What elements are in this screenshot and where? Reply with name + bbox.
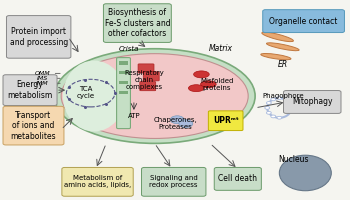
Ellipse shape (61, 54, 248, 138)
Text: Mitophagy: Mitophagy (292, 97, 332, 106)
Circle shape (271, 115, 276, 118)
FancyBboxPatch shape (3, 75, 57, 106)
FancyBboxPatch shape (214, 167, 261, 190)
FancyBboxPatch shape (284, 91, 341, 113)
Ellipse shape (63, 61, 125, 132)
Text: IMM: IMM (36, 81, 48, 86)
Text: Energy
metabolism: Energy metabolism (7, 80, 52, 100)
Text: ER: ER (278, 60, 288, 69)
Text: Respiratory
chain
complexes: Respiratory chain complexes (124, 70, 164, 90)
Text: Phagophore: Phagophore (262, 93, 304, 99)
FancyBboxPatch shape (6, 16, 71, 58)
FancyBboxPatch shape (263, 10, 344, 33)
FancyBboxPatch shape (119, 71, 128, 74)
Text: TCA
cycle: TCA cycle (76, 86, 94, 99)
Text: Protein import
and processing: Protein import and processing (9, 27, 68, 47)
FancyBboxPatch shape (119, 91, 128, 94)
FancyBboxPatch shape (3, 106, 64, 145)
Ellipse shape (179, 120, 193, 128)
Circle shape (266, 111, 271, 114)
Ellipse shape (266, 43, 299, 51)
FancyBboxPatch shape (141, 167, 206, 196)
Ellipse shape (201, 81, 216, 88)
FancyBboxPatch shape (117, 58, 131, 129)
Ellipse shape (54, 49, 255, 143)
Text: Biosynthesis of
Fe-S clusters and
other cofactors: Biosynthesis of Fe-S clusters and other … (105, 8, 170, 38)
FancyBboxPatch shape (208, 111, 243, 131)
Text: Misfolded
proteins: Misfolded proteins (200, 78, 234, 91)
Text: ATP: ATP (128, 113, 140, 119)
Circle shape (265, 107, 270, 109)
Text: Matrix: Matrix (209, 44, 232, 53)
Circle shape (271, 98, 276, 101)
Text: Metabolism of
amino acids, lipids,: Metabolism of amino acids, lipids, (64, 175, 131, 188)
Circle shape (277, 97, 282, 99)
Ellipse shape (188, 85, 204, 92)
Text: Nucleus: Nucleus (278, 155, 308, 164)
FancyBboxPatch shape (140, 82, 156, 91)
Circle shape (283, 98, 288, 101)
Text: Transport
of ions and
metabolites: Transport of ions and metabolites (10, 111, 56, 141)
Text: Cell death: Cell death (218, 174, 257, 183)
Ellipse shape (261, 54, 291, 60)
FancyBboxPatch shape (119, 61, 128, 64)
Text: UPRᵐᵗ: UPRᵐᵗ (213, 116, 239, 125)
FancyBboxPatch shape (119, 81, 128, 84)
Circle shape (266, 102, 271, 104)
Text: Chaperones,
Proteases: Chaperones, Proteases (154, 117, 197, 130)
Ellipse shape (262, 32, 293, 42)
FancyBboxPatch shape (143, 72, 159, 81)
Text: Crista: Crista (119, 46, 139, 52)
Text: Organelle contact: Organelle contact (270, 17, 338, 26)
FancyBboxPatch shape (138, 64, 154, 73)
Text: IMS: IMS (36, 76, 48, 81)
Ellipse shape (279, 155, 331, 191)
Circle shape (277, 116, 282, 119)
FancyBboxPatch shape (62, 167, 133, 196)
Text: Signaling and
redox process: Signaling and redox process (149, 175, 198, 188)
Ellipse shape (194, 71, 209, 78)
Text: OMM: OMM (34, 71, 50, 76)
Ellipse shape (170, 116, 184, 124)
FancyBboxPatch shape (104, 4, 171, 42)
